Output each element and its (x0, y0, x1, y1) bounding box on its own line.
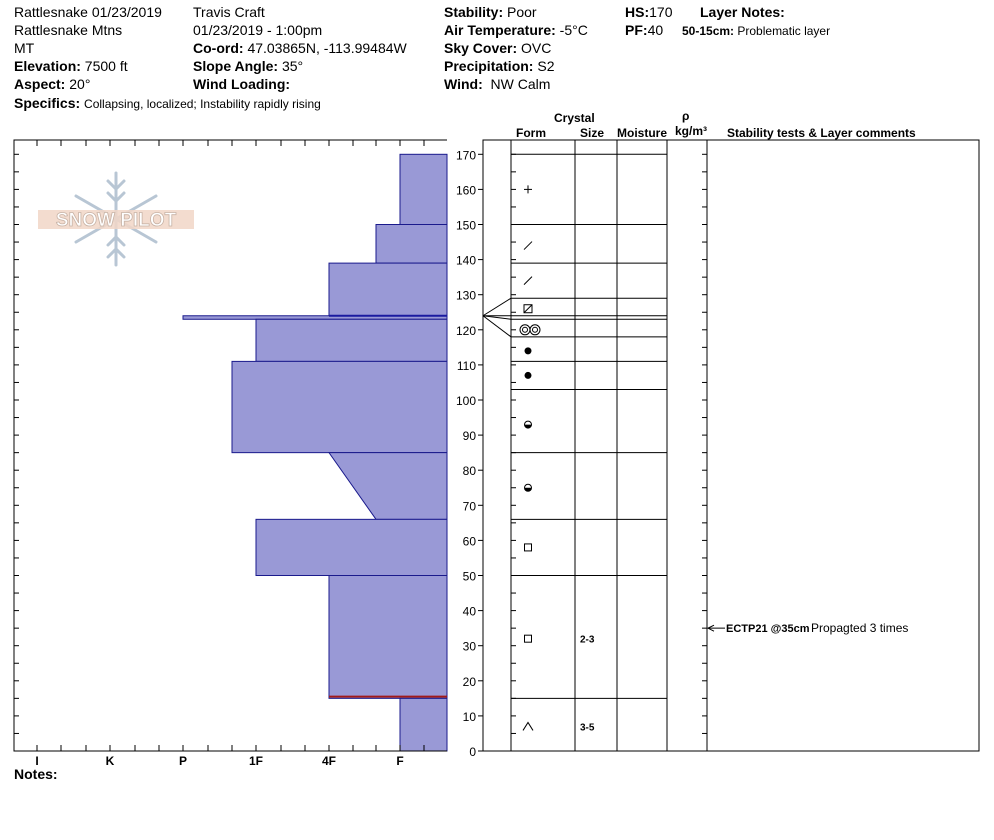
height-tick-label: 160 (456, 183, 476, 197)
height-tick-label: 130 (456, 289, 476, 303)
height-tick-label: 170 (456, 148, 476, 162)
stability: Stability: Poor (444, 4, 537, 20)
slope-angle: Slope Angle: 35° (193, 58, 304, 74)
height-tick-label: 80 (463, 464, 477, 478)
moisture-header: Moisture (617, 126, 668, 140)
hardness-label: 1F (249, 754, 263, 768)
state-name: MT (14, 40, 35, 56)
height-tick-label: 30 (463, 640, 477, 654)
observer: Travis Craft (193, 4, 265, 20)
stability-test-label: ECTP21 @35cm (726, 623, 810, 635)
height-tick-label: 100 (456, 394, 476, 408)
foot-penetration: PF:40 (625, 22, 664, 38)
hardness-layer (375, 224, 448, 264)
crystal-form-symbol (524, 420, 532, 429)
hardness-layer (231, 360, 448, 454)
hardness-label: K (106, 754, 115, 768)
form-header: Form (516, 126, 546, 140)
crystal-form-symbol (524, 371, 532, 379)
height-tick-label: 90 (463, 429, 477, 443)
hardness-label: I (35, 754, 38, 768)
hardness-layer (328, 575, 448, 699)
crystal-form-symbol (524, 185, 532, 194)
layer-connector (482, 315, 512, 320)
wind-loading: Wind Loading: (193, 76, 291, 92)
wind: Wind: NW Calm (444, 76, 551, 92)
height-tick-label: 40 (463, 605, 477, 619)
crystal-header: Crystal (554, 111, 595, 125)
crystal-form-symbol (523, 304, 533, 314)
layer-note: 50-15cm: Problematic layer (682, 24, 831, 38)
stability-test-arrowhead (706, 624, 715, 632)
precipitation: Precipitation: S2 (444, 58, 555, 74)
hardness-layer (328, 452, 448, 520)
location-title: Rattlesnake 01/23/2019 (14, 4, 162, 20)
range-name: Rattlesnake Mtns (14, 22, 123, 38)
height-tick-label: 150 (456, 219, 476, 233)
date-time: 01/23/2019 - 1:00pm (193, 22, 323, 38)
hardness-layer (399, 697, 448, 752)
logo-text: SNOW PILOT (56, 210, 177, 231)
crystal-form-symbol (524, 543, 532, 552)
height-tick-label: 140 (456, 254, 476, 268)
size-header: Size (580, 126, 605, 140)
hardness-layer (399, 153, 448, 225)
density-header: ρ (682, 109, 690, 123)
hardness-layer (255, 518, 448, 577)
height-tick-label: 110 (457, 359, 476, 373)
comments-header: Stability tests & Layer comments (727, 126, 916, 140)
layer-notes-title: Layer Notes: (700, 4, 785, 20)
density-units: kg/m³ (675, 124, 708, 138)
aspect: Aspect: 20° (14, 76, 91, 92)
height-tick-label: 60 (463, 534, 477, 548)
sky-cover: Sky Cover: OVC (444, 40, 552, 56)
layer-connector (482, 315, 512, 338)
crystal-form-symbol (522, 721, 534, 731)
height-tick-label: 20 (463, 675, 477, 689)
hardness-layer (328, 262, 448, 317)
height-tick-label: 10 (463, 710, 477, 724)
height-tick-label: 50 (463, 570, 477, 584)
stability-test-comment: Propagted 3 times (811, 621, 908, 635)
crystal-size: 2-3 (580, 635, 595, 646)
snow-height: HS:170 (625, 4, 673, 20)
crystal-form-symbol (523, 276, 533, 286)
hardness-layer (255, 318, 448, 362)
coordinates: Co-ord: 47.03865N, -113.99484W (193, 40, 407, 56)
crystal-form-symbol (523, 241, 533, 250)
hardness-label: F (396, 754, 403, 768)
specifics: Specifics: Collapsing, localized; Instab… (14, 95, 321, 111)
notes-label: Notes: (14, 766, 58, 782)
layer-connector (482, 297, 512, 317)
height-tick-label: 0 (469, 745, 476, 759)
crystal-form-symbol (524, 347, 532, 355)
height-tick-label: 120 (456, 324, 476, 338)
hardness-label: P (179, 754, 187, 768)
hardness-label: 4F (322, 754, 336, 768)
crystal-form-symbol (519, 324, 541, 336)
snow-pilot-logo: SNOW PILOT (38, 171, 194, 267)
height-tick-label: 70 (463, 499, 477, 513)
crystal-form-symbol (524, 634, 532, 643)
crystal-size: 3-5 (580, 722, 595, 733)
chart-frame (13, 139, 447, 752)
air-temperature: Air Temperature: -5°C (444, 22, 588, 38)
layer-grid-frame (482, 139, 980, 752)
elevation: Elevation: 7500 ft (14, 58, 128, 74)
crystal-form-symbol (524, 483, 532, 492)
